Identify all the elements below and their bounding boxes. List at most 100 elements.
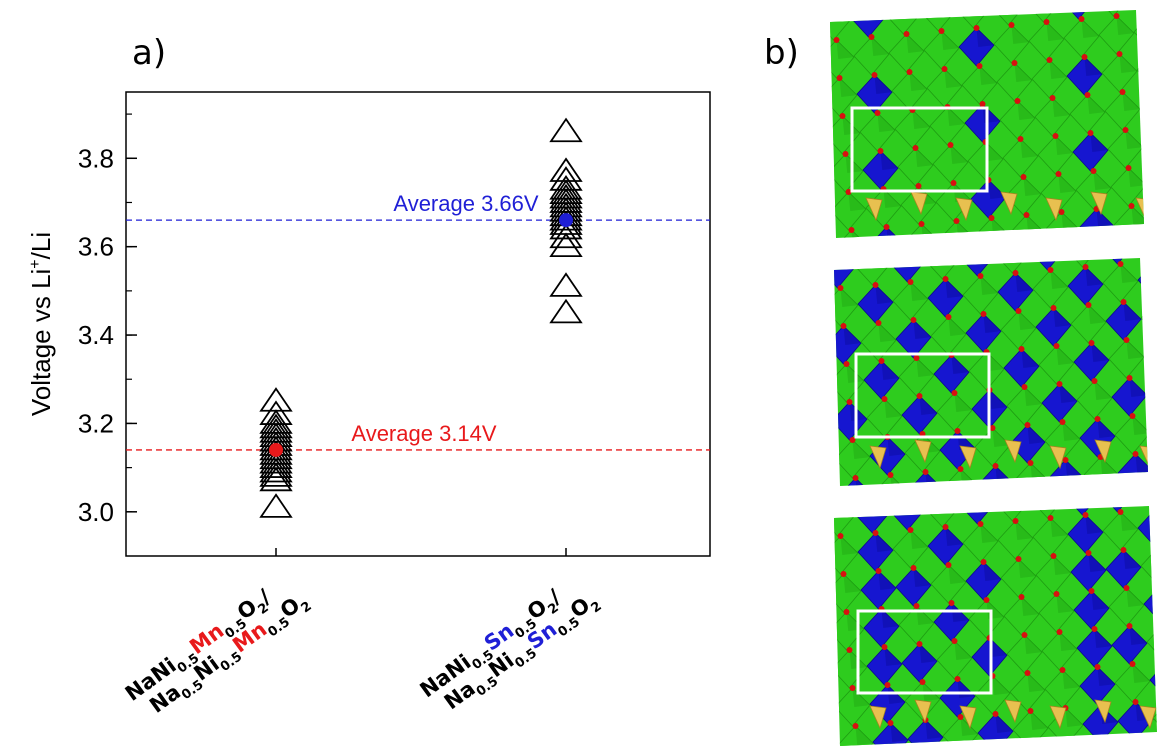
octahedron [965,561,1002,601]
oxygen-atom [942,524,949,530]
data-point [549,205,583,231]
tetrahedron [1090,191,1108,216]
oxygen-atom [1046,57,1053,63]
octahedron [964,103,1001,143]
plot-frame [125,91,711,557]
oxygen-atom [875,568,882,574]
oxygen-atom [950,180,957,186]
octahedron [958,27,995,67]
oxygen-atom [1058,209,1065,215]
oxygen-atom [887,720,894,726]
oxygen-atom [1123,585,1130,591]
octahedron [1000,310,1037,350]
oxygen-atom [951,390,958,396]
octahedron-shade [1061,212,1079,231]
oxygen-atom [1084,92,1091,98]
oxygen-atom [1021,632,1028,638]
octahedron-shade [871,37,889,56]
octahedron [933,354,970,394]
oxygen-atom [947,142,954,148]
oxygen-atom [836,75,843,81]
octahedron-shade [1081,19,1099,38]
octahedron-shade [947,107,965,126]
octahedron [997,272,1034,312]
oxygen-atom [1085,302,1092,308]
octahedron-shade [1091,591,1109,610]
voltage-chart: 3.0 3.2 3.4 3.6 3.8 Voltage vs Li+/Li Average … [26,91,711,718]
octahedron [1072,132,1109,172]
octahedron-shade [878,323,896,342]
oxygen-atom [907,527,914,533]
octahedron-shade [837,258,855,269]
oxygen-atom [868,34,875,40]
octahedron [1035,307,1072,347]
octahedron [866,646,903,686]
oxygen-atom [1088,588,1095,594]
tetrahedron [1000,191,1018,216]
tetrahedron [1135,197,1144,222]
octahedron [1075,170,1112,210]
oxygen-atom [1117,261,1124,267]
octahedron-shade [915,148,933,167]
octahedron-shade [1062,670,1080,689]
octahedron-shade [944,69,962,88]
oxygen-atom [1126,375,1133,381]
data-point [549,179,583,204]
octahedron-shade [1120,512,1138,531]
octahedron-shade [913,320,931,339]
oxygen-atom [915,183,922,189]
octahedron [926,68,963,108]
crystal-structures [830,10,1157,746]
octahedron [853,36,890,76]
data-point [259,457,293,483]
octahedron [1134,258,1148,262]
oxygen-atom [1027,708,1034,714]
octahedron-shade [942,506,960,508]
oxygen-atom [1017,136,1024,142]
octahedron [1105,301,1142,341]
oxygen-atom [983,597,990,603]
oxygen-atom [992,711,999,717]
tetrahedron [1094,439,1112,464]
octahedron-shade [954,393,972,412]
octahedron-shade [1050,518,1068,537]
octahedron-shade [1132,664,1150,683]
oxygen-atom [1129,661,1136,667]
octahedron-shade [890,723,908,742]
octahedron [1073,342,1110,382]
octahedron-shade [1094,629,1112,648]
octahedron-shade [1125,130,1143,149]
oxygen-atom [979,101,986,107]
oxygen-atom [976,63,983,69]
octahedron-shade [1023,177,1041,196]
octahedron-shade [913,568,931,587]
octahedron-shade [989,638,1007,657]
octahedron [1110,167,1144,207]
oxygen-atom [1049,95,1056,101]
category-label: NaNi0.5Mn0.5O2/Na0.5Ni0.5Mn0.5O2 [121,584,315,717]
oxygen-atom [887,472,894,478]
data-point [259,453,293,478]
octahedron [1111,625,1148,665]
octahedron-shade [881,609,899,628]
tetrahedron [959,705,977,730]
data-point [259,413,293,439]
octahedron [834,401,868,441]
octahedron-shade [1153,471,1157,490]
oxygen-atom [957,714,964,720]
data-point [259,462,293,487]
octahedron [1102,263,1139,303]
octahedron-shade [919,644,937,663]
octahedron-shade [1090,133,1108,152]
octahedron-shade [942,258,960,260]
tetrahedron [869,705,887,730]
oxygen-atom [852,475,859,481]
octahedron-shade [1120,264,1138,283]
oxygen-atom [1050,305,1057,311]
octahedron-shade [884,399,902,418]
octahedron [1064,258,1101,268]
octahedron-shade [851,230,869,238]
octahedron-shade [921,224,939,238]
octahedron [1101,53,1138,93]
